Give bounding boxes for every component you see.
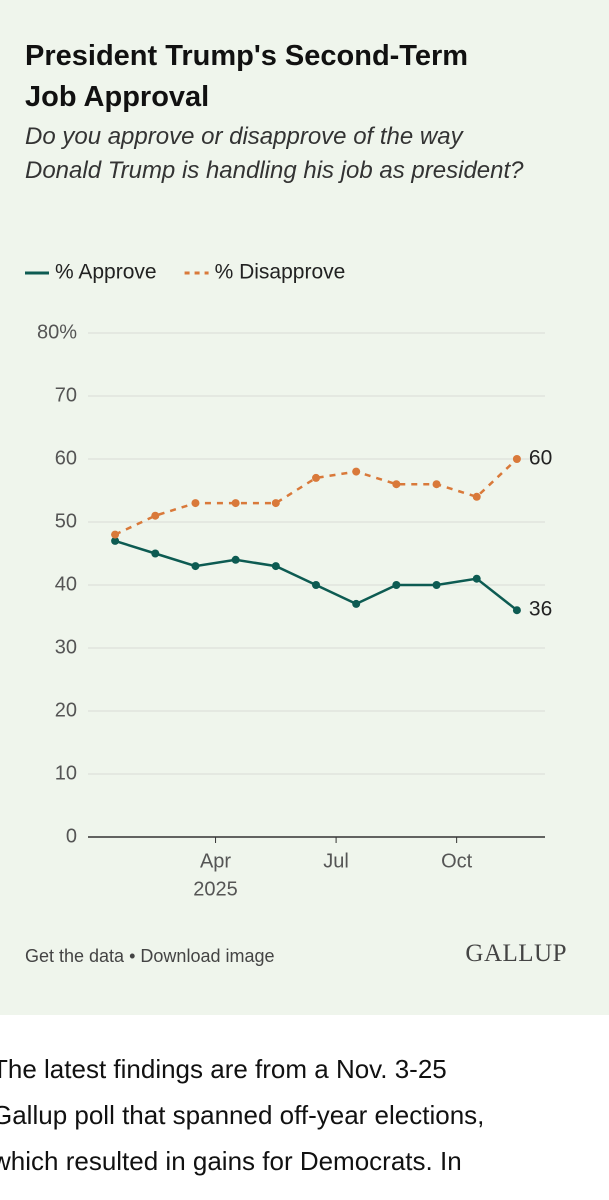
legend-label: % Disapprove [215,261,346,284]
series-line [114,458,518,536]
x-tick-label: Apr [200,850,231,872]
data-point [231,555,240,564]
data-point [472,492,481,501]
end-label: 60 [529,447,552,470]
brand: GALLUP [465,940,567,967]
link[interactable]: Get the data [25,946,125,966]
chart-panel: President Trump's Second-Term Job Approv… [0,0,609,1015]
y-tick-label: 40 [55,573,77,595]
data-point [432,480,441,489]
data-point [271,499,280,508]
data-point [392,581,401,589]
data-point [472,574,481,583]
footer-links: Get the data • Download image [25,946,275,967]
data-point [111,536,120,545]
data-point [151,511,160,520]
data-point [352,599,361,608]
paragraph-line: Gallup poll that spanned off-year electi… [0,1100,485,1130]
data-point [151,549,160,558]
data-point [271,562,280,571]
end-label: 36 [529,598,552,621]
y-tick-label: 80% [37,321,77,343]
legend-label: % Approve [55,261,157,284]
data-point [191,562,200,571]
data-point [191,499,200,508]
series-line [114,539,518,612]
chart-title: President Trump's Second-Term Job Approv… [25,40,469,113]
y-tick-label: 70 [55,384,77,406]
y-tick-label: 60 [55,447,77,469]
data-point [352,467,361,476]
y-tick-label: 30 [55,636,77,658]
x-tick-label: Oct [441,850,473,872]
y-tick-label: 20 [55,699,77,721]
article: The latest findings are from a Nov. 3-25… [0,1046,609,1184]
data-point [231,499,240,508]
x-year-label: 2025 [193,878,238,900]
separator: • [129,946,136,966]
data-point [111,530,120,539]
data-point [312,473,320,482]
y-tick-label: 10 [55,762,77,784]
data-point [312,581,320,589]
chart: 0 10 20 30 40 50 60 70 80% Apr 2025 Jul Oct % Approve… [25,261,552,900]
link[interactable]: Download image [140,946,275,966]
y-tick-label: 50 [55,510,77,532]
paragraph-line: which resulted in gains for Democrats. I… [0,1146,462,1176]
y-tick-label: 0 [66,825,77,847]
data-point [392,480,401,489]
data-point [512,606,521,615]
x-tick-label: Jul [323,850,349,872]
data-point [432,581,441,589]
data-point [512,455,521,463]
chart-subtitle: Do you approve or disapprove of the way … [25,123,524,184]
paragraph-line: The latest findings are from a Nov. 3-25 [0,1054,447,1084]
